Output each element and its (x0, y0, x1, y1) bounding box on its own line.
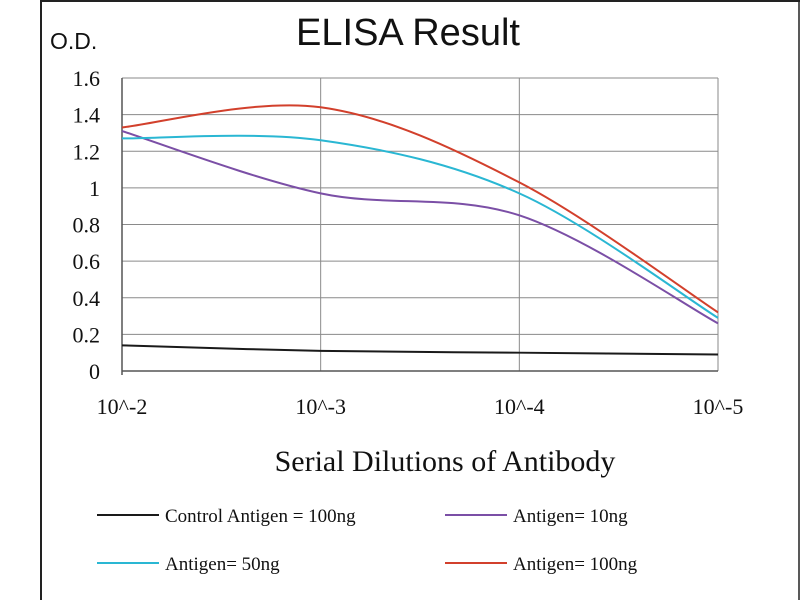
y-tick-label: 0.6 (73, 249, 101, 274)
legend-label: Antigen= 10ng (513, 506, 628, 527)
y-tick-label: 1.6 (73, 66, 101, 91)
y-tick-label: 0.8 (73, 213, 101, 238)
y-tick-label: 0.4 (73, 286, 101, 311)
legend-label: Control Antigen = 100ng (165, 506, 356, 527)
series-line-3 (121, 104, 719, 314)
x-axis-label: Serial Dilutions of Antibody (275, 445, 616, 478)
y-tick-label: 0 (89, 359, 100, 384)
x-tick-labels: 10^-2 10^-3 10^-4 10^-5 (97, 394, 744, 419)
x-tick-label: 10^-5 (693, 394, 744, 419)
y-tick-label: 1.4 (73, 103, 101, 128)
series-lines (121, 104, 719, 356)
y-tick-label: 0.2 (73, 322, 101, 347)
y-tick-label: 1.2 (73, 139, 101, 164)
series-line-0 (121, 344, 719, 356)
legend-label: Antigen= 100ng (513, 554, 638, 575)
y-tick-labels: 0 0.2 0.4 0.6 0.8 1 1.2 1.4 1.6 (73, 66, 101, 384)
legend-label: Antigen= 50ng (165, 554, 280, 575)
axes (121, 78, 718, 375)
grid-lines (121, 77, 719, 372)
x-tick-label: 10^-4 (494, 394, 545, 419)
chart-title: ELISA Result (296, 12, 520, 54)
x-tick-label: 10^-3 (295, 394, 346, 419)
series-line-1 (121, 130, 719, 325)
y-axis-label: O.D. (50, 28, 97, 54)
x-tick-label: 10^-2 (97, 394, 148, 419)
series-line-2 (121, 134, 719, 319)
y-tick-label: 1 (89, 176, 100, 201)
legend: Control Antigen = 100ng Antigen= 10ng Anti… (97, 506, 638, 575)
